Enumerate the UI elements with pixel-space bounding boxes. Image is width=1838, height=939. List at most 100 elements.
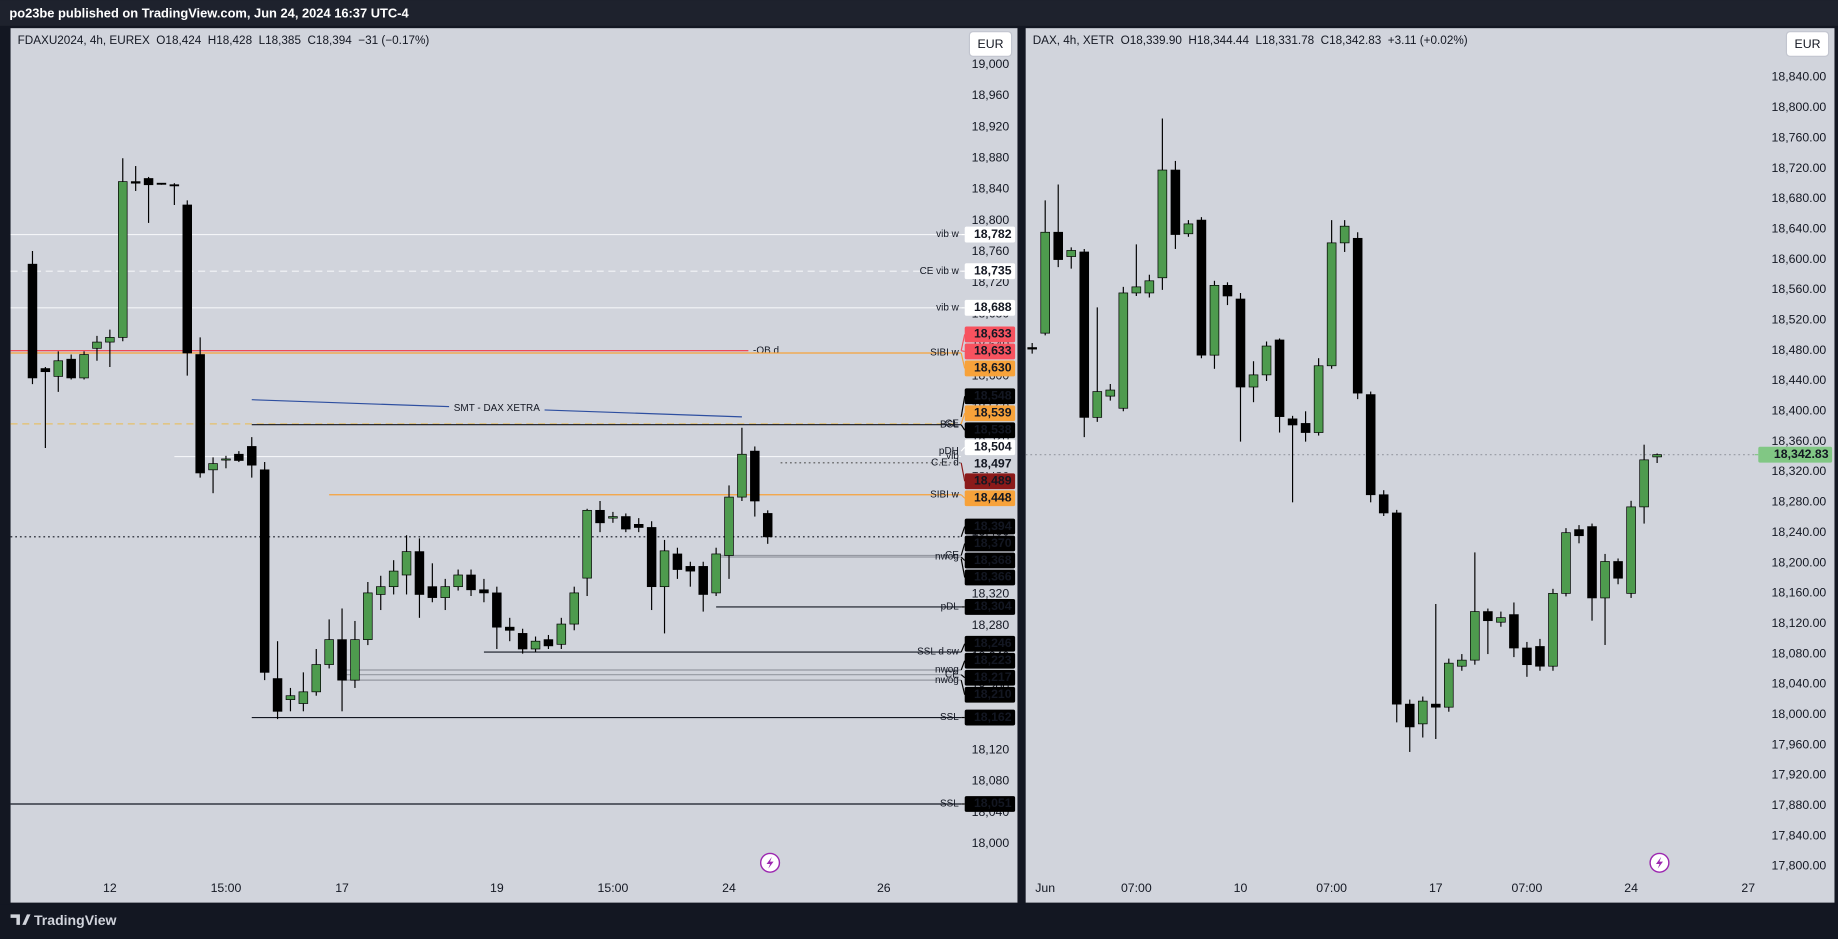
level-note: CE <box>945 550 959 561</box>
candle-body <box>105 337 115 343</box>
candle-body <box>1248 374 1259 388</box>
y-tick-label: 18,320.00 <box>1772 464 1827 478</box>
price-tag-pointer <box>960 352 966 369</box>
y-tick-label: 18,840 <box>972 182 1010 196</box>
y-tick-label: 17,960.00 <box>1772 737 1827 751</box>
candle-body <box>1522 647 1532 666</box>
y-tick-label: 18,240.00 <box>1772 525 1827 539</box>
trendline-label-bg <box>449 401 545 416</box>
price-tag <box>1758 446 1833 463</box>
price-tag-label: 18,223 <box>974 653 1012 667</box>
candle-body <box>234 453 244 461</box>
candle-body <box>1352 237 1363 394</box>
candle-body <box>633 524 644 528</box>
price-tag <box>964 456 1016 473</box>
candle-body <box>427 586 438 598</box>
candle-body <box>1587 526 1597 599</box>
y-tick-label: 18,680.00 <box>1772 191 1827 205</box>
candle-body <box>646 527 657 588</box>
x-tick-label: 17 <box>335 881 349 895</box>
price-tag-label: 18,735 <box>974 263 1012 277</box>
x-tick-label: 10 <box>1234 881 1248 895</box>
price-tag <box>964 422 1016 439</box>
price-tag-label: 18,538 <box>974 422 1012 436</box>
price-tag <box>964 360 1016 377</box>
price-tag-pointer <box>960 462 966 482</box>
level-note: pDL <box>941 602 960 613</box>
candle-body <box>221 458 231 461</box>
y-tick-label: 18,800 <box>972 213 1010 227</box>
price-tag-label: 18,489 <box>974 473 1012 487</box>
price-tag <box>964 490 1016 507</box>
candle-body <box>453 574 463 588</box>
x-tick-label: 17 <box>1429 881 1443 895</box>
alert-icon-bolt <box>1655 856 1663 869</box>
y-tick-label: 18,880 <box>972 151 1010 165</box>
candle-body <box>40 368 51 373</box>
pane-title: FDAXU2024, 4h, EUREX O18,424 H18,428 L18… <box>18 34 430 47</box>
footer-brand: TradingView <box>34 912 117 928</box>
candle-body <box>195 354 205 474</box>
candle-body <box>1626 506 1636 594</box>
plot-area <box>1025 118 1755 752</box>
candle-body <box>698 566 708 595</box>
price-tag-pointer <box>960 556 966 561</box>
candle-body <box>608 516 618 519</box>
level-note: SSL <box>940 712 959 723</box>
candle-body <box>505 626 515 631</box>
level-note: BSL <box>940 419 959 430</box>
candle-body <box>466 574 476 591</box>
level-note: nwog <box>935 552 959 563</box>
price-tag-pointer <box>960 558 966 578</box>
publisher-header: po23be published on TradingView.com, Jun… <box>9 6 409 21</box>
candle-body <box>247 446 257 466</box>
currency-box <box>968 31 1013 57</box>
candle-body <box>440 586 450 598</box>
candle-body <box>53 360 64 377</box>
candle-body <box>621 516 631 530</box>
candle-body <box>1209 285 1220 356</box>
price-tag-label: 18,246 <box>974 636 1012 650</box>
price-tag <box>964 796 1016 812</box>
y-tick-label: 18,080 <box>972 774 1010 788</box>
y-tick-label: 18,640.00 <box>1772 221 1827 235</box>
candle-body <box>388 570 399 588</box>
candle-body <box>1457 659 1467 667</box>
candle-body <box>285 695 296 700</box>
candle-body <box>156 182 167 185</box>
price-tag-label: 18,688 <box>974 300 1012 314</box>
y-tick-label: 18,160.00 <box>1772 586 1827 600</box>
price-tag-pointer <box>960 334 966 351</box>
price-tag <box>964 439 1016 456</box>
candle-body <box>208 463 218 471</box>
candle-body <box>1079 251 1090 418</box>
candle-body <box>79 354 89 379</box>
y-tick-label: 18,520.00 <box>1772 313 1827 327</box>
candle-body <box>1639 459 1649 508</box>
candle-body <box>182 204 193 354</box>
price-tag-pointer <box>960 413 966 425</box>
y-tick-label: 19,000 <box>972 57 1010 71</box>
candle-body <box>556 623 567 645</box>
candle-body <box>1053 231 1063 260</box>
y-tick-label: 18,280 <box>972 618 1010 632</box>
candle-body <box>1157 169 1168 279</box>
candle-body <box>1170 169 1181 235</box>
price-tag <box>964 635 1016 652</box>
price-tag-pointer <box>960 424 966 431</box>
level-note: nwog <box>935 665 959 676</box>
y-tick-label: 17,880.00 <box>1772 798 1827 812</box>
candle-body <box>672 553 683 570</box>
price-tag-label: 18,633 <box>974 344 1012 358</box>
candle-body <box>685 566 696 572</box>
price-tag-pointer <box>960 494 966 499</box>
alert-icon-bolt <box>766 856 774 869</box>
candle-body <box>1144 280 1155 294</box>
price-tag-pointer <box>960 543 966 556</box>
candle-body <box>530 640 541 650</box>
price-tag-label: 18,394 <box>974 519 1012 533</box>
x-tick-label: 24 <box>1624 881 1638 895</box>
price-tag-label: 18,210 <box>974 687 1012 701</box>
